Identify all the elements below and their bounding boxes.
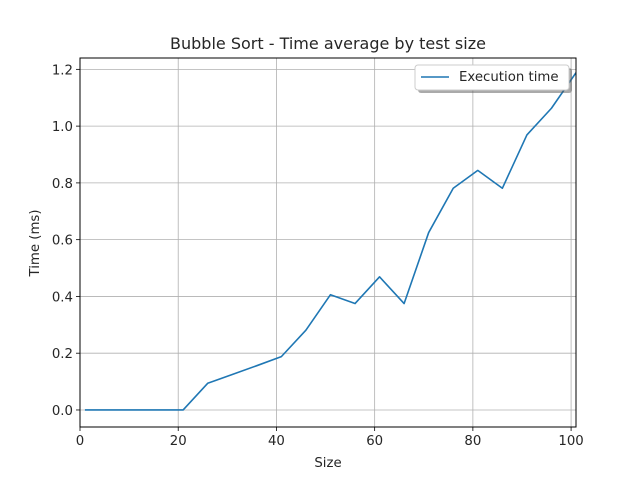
x-axis-ticks: 0 20 40 60 80 100 xyxy=(76,427,584,449)
y-tick-label: 0.0 xyxy=(52,404,73,419)
y-axis-label: Time (ms) xyxy=(28,209,43,277)
plot-frame xyxy=(79,57,577,428)
y-tick-label: 0.4 xyxy=(52,290,73,305)
x-tick-label: 60 xyxy=(366,434,383,449)
legend-label: Execution time xyxy=(459,70,559,85)
y-tick-label: 1.2 xyxy=(52,63,73,78)
x-tick-label: 20 xyxy=(170,434,187,449)
y-tick-label: 0.8 xyxy=(52,177,73,192)
y-tick-label: 0.2 xyxy=(52,347,73,362)
y-tick-label: 0.6 xyxy=(52,234,73,249)
y-axis-ticks: 0.0 0.2 0.4 0.6 0.8 1.0 1.2 xyxy=(52,63,80,419)
x-axis-label: Size xyxy=(314,456,341,471)
legend: Execution time xyxy=(414,64,572,93)
series-line-execution-time xyxy=(84,72,576,411)
grid xyxy=(79,58,576,427)
x-tick-label: 80 xyxy=(464,434,481,449)
series-layer xyxy=(84,72,576,411)
x-tick-label: 100 xyxy=(558,434,583,449)
x-tick-label: 40 xyxy=(268,434,285,449)
y-tick-label: 1.0 xyxy=(52,120,73,135)
legend-box xyxy=(414,64,570,91)
chart-title: Bubble Sort - Time average by test size xyxy=(170,34,486,53)
x-tick-label: 0 xyxy=(76,434,84,449)
